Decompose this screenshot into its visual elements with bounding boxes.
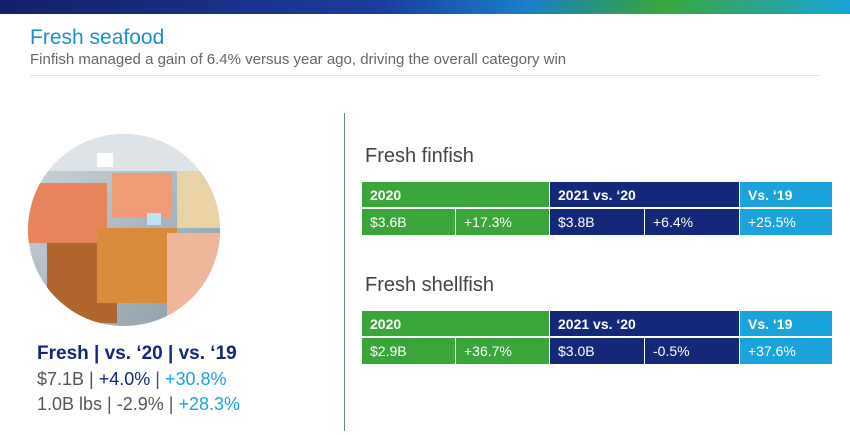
summary-value: +28.3% [178, 394, 241, 414]
table-cell: +37.6% [740, 338, 833, 364]
summary-value: vs. ‘20 [104, 343, 163, 364]
summary-value: +4.0% [98, 369, 151, 389]
column-header: 2020 [362, 311, 550, 336]
summary-row: $7.1B | +4.0% | +30.8% [37, 369, 227, 390]
table-cell: +6.4% [645, 209, 740, 235]
table-cell: $3.8B [550, 209, 645, 235]
separator: | [163, 394, 179, 414]
summary-value: 1.0B lbs [37, 394, 103, 414]
top-bar [0, 0, 850, 14]
subtitle: Finfish managed a gain of 6.4% versus ye… [30, 51, 567, 68]
table-cell: $3.0B [550, 338, 645, 364]
summary-value: +30.8% [164, 369, 227, 389]
photo [28, 134, 220, 326]
separator: | [102, 394, 117, 414]
summary-heading: Fresh | vs. ‘20 | vs. ‘19 [37, 343, 237, 365]
separator: | [162, 343, 179, 364]
title: Fresh seafood [30, 26, 165, 49]
column-header: 2020 [362, 182, 550, 207]
table-cell: +25.5% [740, 209, 833, 235]
column-header: Vs. ‘19 [740, 311, 833, 336]
divider [344, 113, 345, 431]
summary-row: 1.0B lbs | -2.9% | +28.3% [37, 394, 240, 415]
column-header: 2021 vs. ‘20 [550, 311, 740, 336]
separator: | [84, 369, 99, 389]
column-header: 2021 vs. ‘20 [550, 182, 740, 207]
column-header: Vs. ‘19 [740, 182, 833, 207]
table-cell: $2.9B [362, 338, 456, 364]
summary-value: Fresh [37, 343, 89, 364]
table-cell: -0.5% [645, 338, 740, 364]
table-cell: +17.3% [456, 209, 550, 235]
summary-value: $7.1B [37, 369, 85, 389]
table-title: Fresh shellfish [365, 274, 494, 296]
table-title: Fresh finfish [365, 145, 474, 167]
summary-value: vs. ‘19 [178, 343, 237, 364]
table-cell: +36.7% [456, 338, 550, 364]
separator: | [150, 369, 165, 389]
table-cell: $3.6B [362, 209, 456, 235]
separator: | [88, 343, 105, 364]
rule [30, 75, 820, 76]
summary-value: -2.9% [116, 394, 164, 414]
